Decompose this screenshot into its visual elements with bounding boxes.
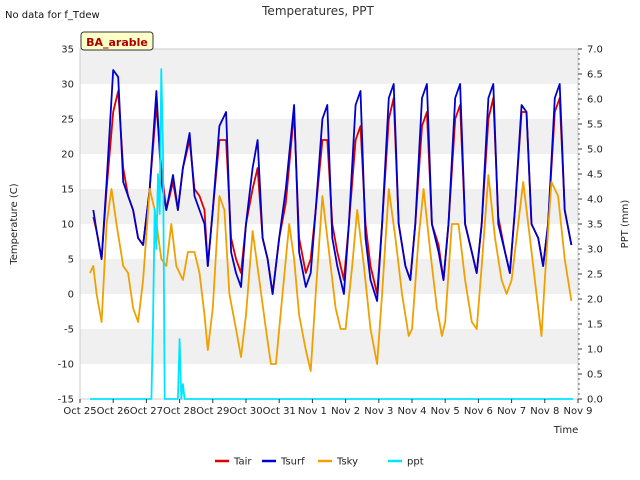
y-tick-label: 5 xyxy=(68,255,74,266)
x-tick-label: Nov 1 xyxy=(298,406,327,417)
y2-tick-label: 2.0 xyxy=(587,295,603,306)
y2-tick-label: 6.5 xyxy=(587,70,603,81)
y2-tick-label: 4.0 xyxy=(587,195,603,206)
y2-tick-label: 0.5 xyxy=(587,370,603,381)
site-label: BA_arable xyxy=(86,36,148,49)
y-tick-label: 0 xyxy=(68,290,74,301)
x-axis-title: Time xyxy=(553,425,578,436)
x-tick-label: Nov 8 xyxy=(530,406,559,417)
grid-band xyxy=(80,329,578,364)
series-line-tsurf xyxy=(92,69,573,302)
x-axis-ticks: Oct 25 Oct 26 Oct 27 Oct 28 Oct 29 Oct 30 Oct … xyxy=(63,399,593,417)
y2-tick-label: 6.0 xyxy=(587,95,603,106)
legend-label-tsurf: Tsurf xyxy=(280,457,305,468)
y2-tick-label: 1.5 xyxy=(587,320,603,331)
x-tick-label: Nov 3 xyxy=(364,406,393,417)
x-tick-label: Oct 29 xyxy=(196,406,229,417)
y2-tick-label: 7.0 xyxy=(587,45,603,56)
x-tick-label: Oct 30 xyxy=(229,406,262,417)
y2-tick-label: 3.5 xyxy=(587,220,603,231)
x-tick-label: Nov 5 xyxy=(431,406,460,417)
x-tick-label: Oct 31 xyxy=(263,406,296,417)
legend-label-tsky: Tsky xyxy=(336,457,358,468)
y-tick-label: -15 xyxy=(58,395,74,406)
y-axis-ticks: -15 -10 -5 0 5 10 15 20 25 30 35 xyxy=(58,45,74,406)
y2-tick-label: 5.5 xyxy=(587,120,603,131)
no-data-note: No data for f_Tdew xyxy=(5,10,100,21)
y2-tick-label: 4.5 xyxy=(587,170,603,181)
y2-tick-label: 3.0 xyxy=(587,245,603,256)
y2-tick-label: 1.0 xyxy=(587,345,603,356)
legend-label-ppt: ppt xyxy=(407,457,424,468)
y2-axis-ticks: 0.0 0.5 1.0 1.5 2.0 2.5 3.0 3.5 4.0 4.5 5.0 5.5 6.0 6… xyxy=(578,45,603,406)
y-tick-label: 35 xyxy=(61,45,74,56)
series-layer xyxy=(89,68,573,400)
y2-tick-label: 0.0 xyxy=(587,395,603,406)
legend: Tair Tsurf Tsky ppt xyxy=(215,457,424,468)
grid-band xyxy=(80,364,578,399)
grid-band xyxy=(80,294,578,329)
y-tick-label: 30 xyxy=(61,80,74,91)
y-tick-label: 20 xyxy=(61,150,74,161)
y2-axis-title: PPT (mm) xyxy=(620,200,631,249)
series-line-tsky xyxy=(89,174,573,372)
y-tick-label: -10 xyxy=(58,360,74,371)
legend-label-tair: Tair xyxy=(233,457,252,468)
x-tick-label: Oct 27 xyxy=(130,406,163,417)
x-tick-label: Nov 2 xyxy=(331,406,360,417)
x-tick-label: Nov 9 xyxy=(563,406,592,417)
grid-band xyxy=(80,49,578,84)
series-line-ppt xyxy=(90,68,573,400)
y-axis-title: Temperature (C) xyxy=(9,183,20,265)
x-tick-label: Oct 28 xyxy=(163,406,196,417)
x-tick-label: Nov 6 xyxy=(464,406,493,417)
y2-tick-label: 5.0 xyxy=(587,145,603,156)
y-tick-label: 25 xyxy=(61,115,74,126)
x-tick-label: Nov 4 xyxy=(397,406,426,417)
site-label-box: BA_arable xyxy=(80,31,154,51)
y-tick-label: 15 xyxy=(61,185,74,196)
x-tick-label: Oct 26 xyxy=(97,406,130,417)
y2-tick-label: 2.5 xyxy=(587,270,603,281)
y-tick-label: -5 xyxy=(64,325,74,336)
chart-title: Temperatures, PPT xyxy=(261,4,374,18)
x-tick-label: Nov 7 xyxy=(497,406,526,417)
x-tick-label: Oct 25 xyxy=(63,406,96,417)
y-tick-label: 10 xyxy=(61,220,74,231)
